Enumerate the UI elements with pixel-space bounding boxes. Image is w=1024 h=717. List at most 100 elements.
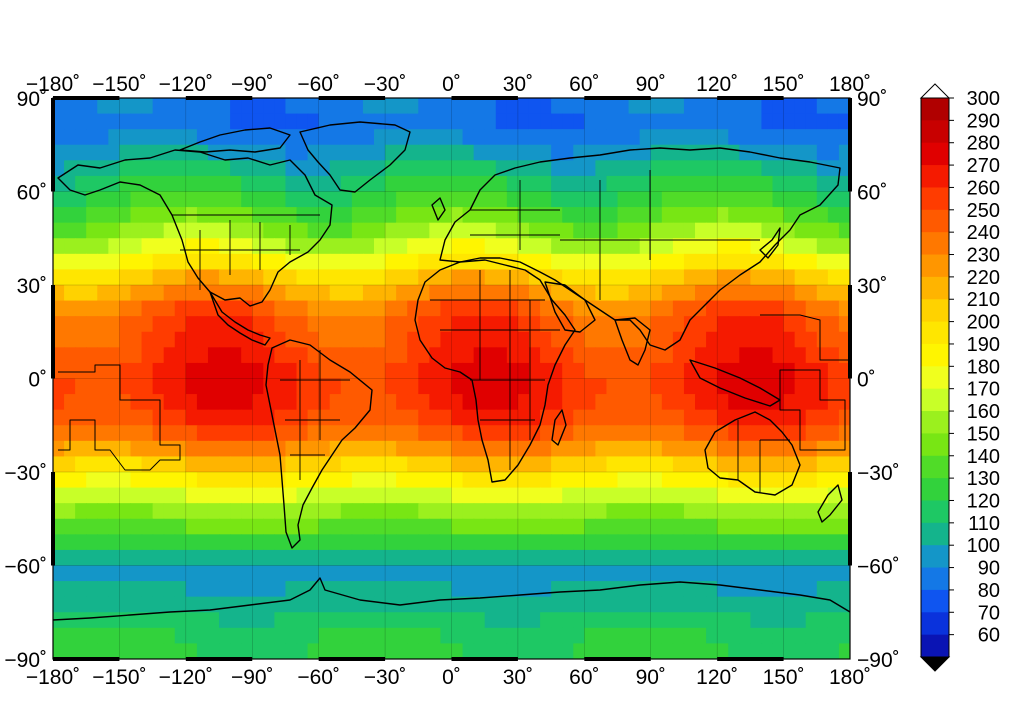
heatmap-cell	[528, 581, 541, 598]
heatmap-cell	[739, 222, 751, 239]
heatmap-cell	[650, 269, 663, 286]
heatmap-cell	[761, 222, 774, 239]
heatmap-cell	[451, 394, 464, 411]
heatmap-cell	[340, 113, 353, 130]
heatmap-cell	[86, 440, 98, 458]
heatmap-cell	[772, 565, 785, 582]
heatmap-cell	[683, 549, 696, 567]
heatmap-cell	[551, 347, 563, 364]
heatmap-cell	[473, 347, 486, 364]
heatmap-cell	[174, 503, 187, 520]
heatmap-cell	[207, 440, 220, 458]
heatmap-cell	[728, 549, 740, 567]
heatmap-cell	[772, 129, 785, 146]
heatmap-cell	[506, 409, 519, 426]
heatmap-cell	[329, 191, 342, 208]
heatmap-cell	[285, 518, 298, 535]
heatmap-cell	[650, 596, 663, 613]
heatmap-cell	[429, 534, 442, 551]
heatmap-cell	[761, 472, 774, 489]
heatmap-cell	[418, 503, 430, 520]
heatmap-cell	[263, 534, 275, 551]
heatmap-cell	[695, 456, 707, 473]
heatmap-cell	[307, 331, 320, 348]
heatmap-cell	[728, 378, 740, 395]
heatmap-cell	[307, 222, 320, 239]
lat-tick-label: 30˚	[17, 275, 47, 298]
heatmap-cell	[506, 175, 519, 193]
heatmap-cell	[86, 316, 98, 333]
heatmap-cell	[374, 238, 386, 255]
boundary-western-pacific	[760, 314, 850, 451]
heatmap-cell	[174, 316, 187, 333]
heatmap-cell	[119, 207, 132, 224]
heatmap-cell	[196, 222, 209, 239]
colorbar-segment	[921, 299, 949, 323]
heatmap-cell	[540, 596, 552, 613]
heatmap-cell	[562, 238, 574, 255]
heatmap-cell	[108, 643, 121, 659]
heatmap-cell	[174, 565, 187, 582]
heatmap-cell	[263, 191, 275, 208]
heatmap-cell	[451, 222, 464, 239]
colorbar-extend-bottom	[919, 656, 951, 672]
heatmap-cell	[263, 160, 275, 177]
heatmap-cell	[296, 487, 309, 504]
heatmap-cell	[805, 643, 818, 659]
heatmap-cell	[185, 518, 198, 535]
heatmap-cell	[617, 362, 630, 380]
heatmap-cell	[185, 549, 198, 567]
heatmap-cell	[241, 581, 253, 598]
heatmap-cell	[97, 394, 109, 411]
heatmap-cell	[584, 98, 596, 115]
heatmap-cell	[661, 409, 674, 426]
heatmap-cell	[584, 160, 596, 177]
heatmap-cell	[606, 347, 619, 364]
heatmap-cell	[595, 113, 608, 130]
heatmap-cell	[141, 487, 154, 504]
heatmap-cell	[53, 331, 65, 348]
heatmap-cell	[827, 113, 840, 130]
colorbar-level-label: 200	[967, 312, 1000, 334]
heatmap-cell	[351, 238, 364, 255]
heatmap-cell	[728, 409, 740, 426]
heatmap-cell	[429, 394, 442, 411]
heatmap-cell	[772, 394, 785, 411]
heatmap-cell	[573, 129, 585, 146]
heatmap-cell	[783, 612, 796, 629]
heatmap-cell	[595, 425, 608, 442]
heatmap-cell	[97, 596, 109, 613]
heatmap-cell	[606, 612, 619, 629]
heatmap-cell	[462, 160, 475, 177]
heatmap-cell	[440, 612, 453, 629]
heatmap-cell	[540, 627, 552, 645]
heatmap-cell	[628, 253, 641, 271]
heatmap-cell	[562, 300, 574, 317]
heatmap-cell	[340, 534, 353, 551]
heatmap-cell	[307, 300, 320, 317]
heatmap-cell	[517, 549, 530, 567]
heatmap-cell	[207, 316, 220, 333]
heatmap-cell	[119, 394, 132, 411]
heatmap-cell	[75, 440, 87, 458]
heatmap-cell	[241, 487, 253, 504]
lon-tick-label: 90˚	[636, 73, 666, 96]
heatmap-cell	[230, 269, 242, 286]
heatmap-cell	[207, 347, 220, 364]
heatmap-cell	[108, 285, 121, 302]
heatmap-cell	[185, 285, 198, 302]
heatmap-cell	[97, 362, 109, 380]
heatmap-cell	[318, 409, 331, 426]
heatmap-cell	[462, 409, 475, 426]
heatmap-cell	[517, 331, 530, 348]
heatmap-cell	[473, 394, 486, 411]
heatmap-cell	[207, 425, 220, 442]
heatmap-cell	[805, 503, 818, 520]
heatmap-cell	[451, 175, 464, 193]
heatmap-cell	[617, 160, 630, 177]
lon-tick-label: −150˚	[92, 73, 146, 96]
heatmap-cell	[650, 160, 663, 177]
heatmap-cell	[285, 534, 298, 551]
heatmap-cell	[562, 113, 574, 130]
heatmap-cell	[440, 518, 453, 535]
